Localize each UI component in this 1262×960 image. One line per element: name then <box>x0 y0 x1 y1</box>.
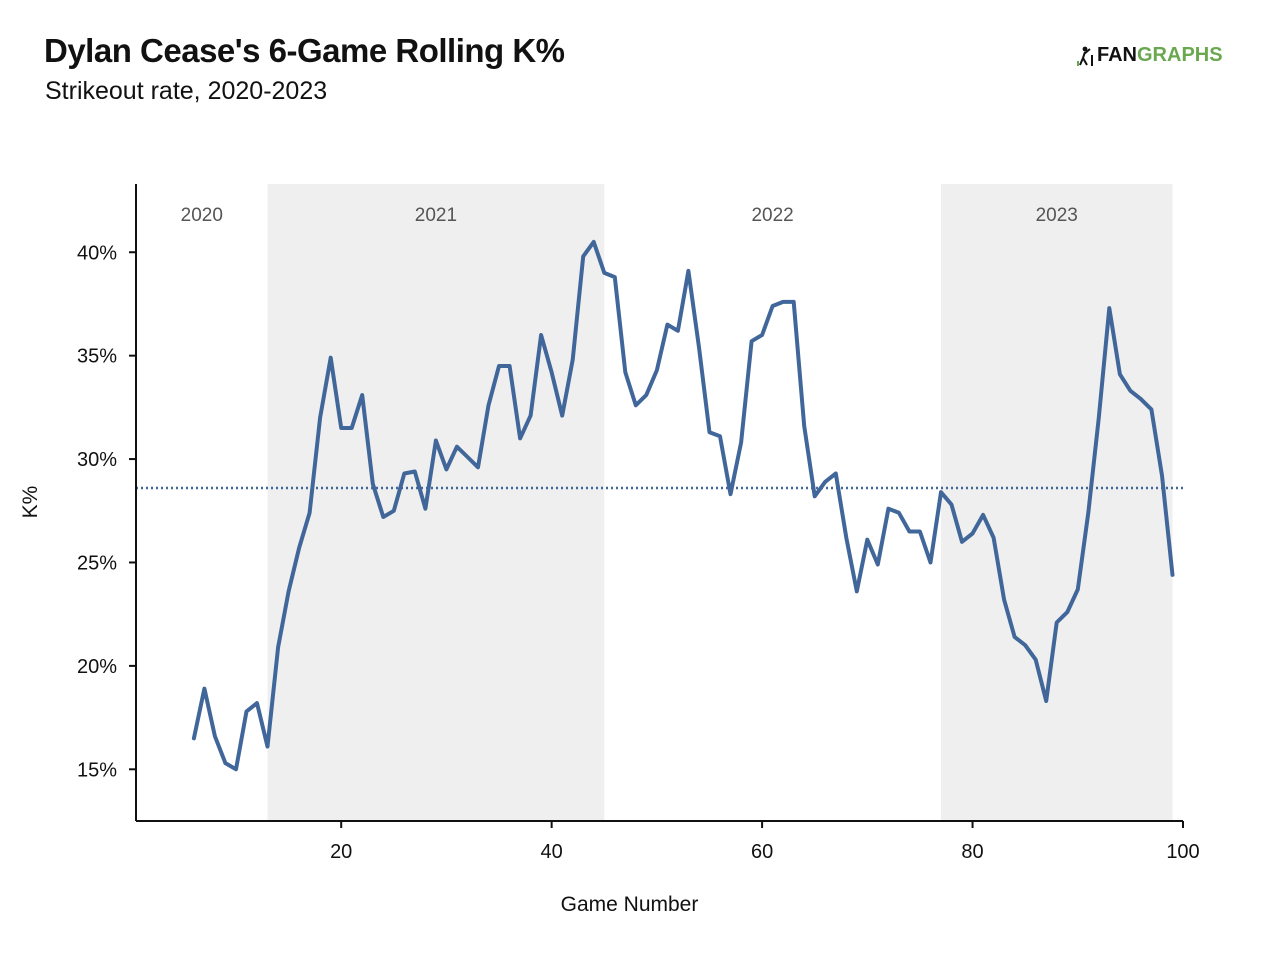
y-tick-label: 20% <box>77 656 117 678</box>
y-tick-label: 30% <box>77 449 117 471</box>
x-axis-ticks: 20 40 60 80 100 <box>330 821 1200 863</box>
logo-text-fan: FAN <box>1097 44 1137 66</box>
x-tick-label: 20 <box>330 841 352 863</box>
season-band-labels: 2020 2021 2022 2023 <box>181 205 1078 226</box>
season-band-2023 <box>940 184 1173 821</box>
rolling-k-pct-line <box>191 239 1175 772</box>
y-tick-label: 40% <box>77 242 117 264</box>
x-tick-label: 80 <box>961 841 983 863</box>
x-tick-label: 100 <box>1166 841 1199 863</box>
y-tick-label: 35% <box>77 346 117 368</box>
season-band-2021 <box>267 184 605 821</box>
fangraphs-logo: FAN GRAPHS <box>1076 44 1223 67</box>
y-tick-label: 15% <box>77 759 117 781</box>
y-axis-label: K% <box>19 486 42 519</box>
season-label-2022: 2022 <box>751 205 793 226</box>
chart-subtitle: Strikeout rate, 2020-2023 <box>45 77 328 105</box>
x-axis-label: Game Number <box>561 893 699 916</box>
x-tick-label: 60 <box>751 841 773 863</box>
batter-logo-icon <box>1077 46 1093 66</box>
y-tick-label: 25% <box>77 552 117 574</box>
y-axis-ticks: 15% 20% 25% 30% 35% 40% <box>77 242 136 781</box>
x-tick-label: 40 <box>541 841 563 863</box>
chart-title: Dylan Cease's 6-Game Rolling K% <box>44 32 565 69</box>
season-label-2021: 2021 <box>415 205 457 226</box>
logo-text-graphs: GRAPHS <box>1137 44 1223 66</box>
season-label-2023: 2023 <box>1036 205 1078 226</box>
season-label-2020: 2020 <box>181 205 223 226</box>
season-bands <box>267 184 1173 821</box>
